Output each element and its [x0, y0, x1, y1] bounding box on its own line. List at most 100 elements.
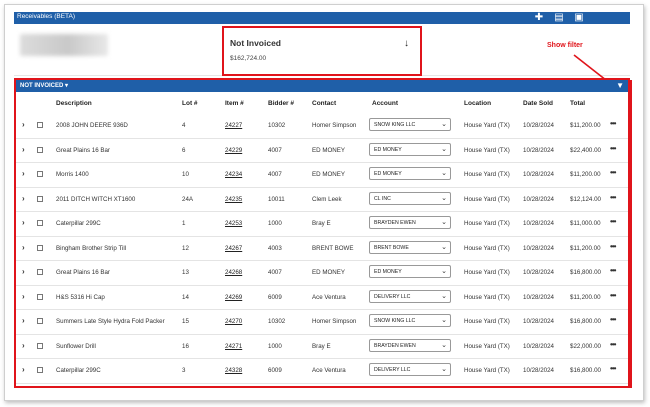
cell-location: House Yard (TX) — [464, 342, 510, 350]
table-row[interactable]: › Bingham Brother Strip Till 12 24267 4003 BR… — [16, 237, 628, 261]
account-select[interactable]: BRAYDEN EWEN ⌄ — [369, 216, 451, 229]
account-select[interactable]: BRENT BOWE ⌄ — [369, 240, 451, 254]
cell-description: Caterpillar 299C — [56, 367, 101, 374]
row-checkbox[interactable] — [37, 171, 43, 177]
arrow-down-icon[interactable]: ↓ — [404, 38, 409, 49]
col-bidder[interactable]: Bidder # — [268, 100, 295, 107]
plus-icon[interactable]: ✚ — [534, 12, 544, 23]
expand-chevron-icon[interactable]: › — [22, 365, 25, 374]
more-options-icon[interactable]: ••• — [610, 266, 616, 275]
col-date-sold[interactable]: Date Sold — [523, 100, 553, 107]
filter-icon[interactable]: ▼ — [616, 81, 624, 90]
cell-lot: 6 — [182, 146, 186, 154]
cell-date-sold: 10/28/2024 — [523, 220, 554, 227]
table-row[interactable]: › Summers Late Style Hydra Fold Packer 15 2… — [16, 310, 628, 335]
account-select[interactable]: ED MONEY ⌄ — [369, 142, 451, 156]
table-row[interactable]: › Caterpillar 299C 1 24253 1000 Bray E BRAYDEN… — [16, 212, 628, 237]
more-options-icon[interactable]: ••• — [610, 217, 616, 226]
cell-bidder: 1000 — [268, 342, 282, 350]
table-row[interactable]: › Morris 1400 10 24234 4007 ED MONEY ED MONEY ⌄… — [16, 163, 628, 188]
cell-item-link[interactable]: 24268 — [225, 269, 243, 276]
save-icon[interactable]: ▣ — [574, 12, 584, 23]
col-lot[interactable]: Lot # — [182, 100, 198, 107]
table-row[interactable]: › Great Plains 16 Bar 13 24268 4007 ED MONEY E… — [16, 261, 628, 286]
row-checkbox[interactable] — [37, 367, 43, 373]
cell-item-link[interactable]: 24271 — [225, 342, 243, 350]
more-options-icon[interactable]: ••• — [610, 339, 616, 349]
row-checkbox[interactable] — [37, 342, 43, 349]
account-select[interactable]: ED MONEY ⌄ — [369, 265, 451, 278]
cell-lot: 24A — [182, 195, 194, 203]
col-description[interactable]: Description — [56, 100, 92, 107]
account-select-value: ED MONEY — [374, 171, 402, 177]
expand-chevron-icon[interactable]: › — [22, 193, 25, 203]
more-options-icon[interactable]: ••• — [610, 290, 616, 300]
account-select[interactable]: SNOW KING LLC ⌄ — [369, 118, 451, 131]
more-options-icon[interactable]: ••• — [610, 143, 616, 153]
account-select[interactable]: DELIVERY LLC ⌄ — [369, 363, 451, 376]
account-select[interactable]: ED MONEY ⌄ — [369, 167, 451, 180]
more-options-icon[interactable]: ••• — [610, 315, 616, 324]
row-checkbox[interactable] — [37, 269, 43, 275]
col-total[interactable]: Total — [570, 100, 586, 107]
expand-chevron-icon[interactable]: › — [22, 120, 25, 129]
cell-location: House Yard (TX) — [464, 220, 510, 227]
account-select-value: DELIVERY LLC — [374, 293, 411, 300]
cell-contact: ED MONEY — [312, 269, 346, 276]
table-row[interactable]: › 2008 JOHN DEERE 936D 4 24227 10302 Homer Si… — [16, 114, 628, 139]
row-checkbox[interactable] — [37, 293, 43, 300]
more-options-icon[interactable]: ••• — [610, 168, 616, 177]
filter-dropdown[interactable]: NOT INVOICED ▾ — [20, 83, 69, 89]
expand-chevron-icon[interactable]: › — [22, 267, 25, 276]
expand-chevron-icon[interactable]: › — [22, 242, 25, 252]
row-checkbox[interactable] — [37, 318, 43, 324]
cell-item-link[interactable]: 24270 — [225, 318, 243, 325]
more-options-icon[interactable]: ••• — [610, 241, 616, 251]
more-options-icon[interactable]: ••• — [610, 119, 616, 128]
table-row[interactable]: › Caterpillar 299C 3 24328 6009 Ace Ventura DE… — [16, 359, 628, 384]
cell-item-link[interactable]: 24328 — [225, 367, 243, 374]
cell-location: House Yard (TX) — [464, 122, 510, 129]
expand-chevron-icon[interactable]: › — [22, 169, 25, 178]
col-item[interactable]: Item # — [225, 100, 244, 107]
cell-item-link[interactable]: 24253 — [225, 220, 243, 227]
expand-chevron-icon[interactable]: › — [22, 144, 25, 154]
col-account[interactable]: Account — [372, 100, 398, 107]
expand-chevron-icon[interactable]: › — [22, 340, 25, 350]
expand-chevron-icon[interactable]: › — [22, 218, 25, 227]
cell-item-link[interactable]: 24227 — [225, 122, 243, 129]
more-options-icon[interactable]: ••• — [610, 192, 616, 202]
row-checkbox[interactable] — [37, 122, 43, 128]
cell-date-sold: 10/28/2024 — [523, 244, 554, 252]
account-select[interactable]: CL INC ⌄ — [369, 191, 451, 205]
cell-item-link[interactable]: 24234 — [225, 171, 243, 178]
expand-chevron-icon[interactable]: › — [22, 316, 25, 325]
expand-chevron-icon[interactable]: › — [22, 291, 25, 301]
cell-item-link[interactable]: 24235 — [225, 195, 243, 203]
cell-item-link[interactable]: 24269 — [225, 293, 243, 301]
table-row[interactable]: › Sunflower Drill 16 24271 1000 Bray E BRAYDEN… — [16, 335, 628, 359]
more-options-icon[interactable]: ••• — [610, 364, 616, 373]
row-checkbox[interactable] — [37, 220, 43, 226]
document-icon[interactable]: ▤ — [554, 12, 564, 23]
account-select[interactable]: SNOW KING LLC ⌄ — [369, 314, 451, 327]
row-checkbox[interactable] — [37, 195, 43, 202]
account-select[interactable]: DELIVERY LLC ⌄ — [369, 289, 451, 303]
cell-item-link[interactable]: 24229 — [225, 146, 243, 154]
col-location[interactable]: Location — [464, 100, 492, 107]
table-row[interactable]: › 2011 DITCH WITCH XT1600 24A 24235 10011 Cle… — [16, 188, 628, 212]
table-row[interactable]: › H&S 5316 Hi Cap 14 24269 6009 Ace Ventura DE… — [16, 286, 628, 310]
cell-total: $12,124.00 — [570, 195, 601, 203]
row-checkbox[interactable] — [37, 146, 43, 153]
account-select[interactable]: BRAYDEN EWEN ⌄ — [369, 338, 451, 352]
cell-date-sold: 10/28/2024 — [523, 122, 554, 129]
cell-item-link[interactable]: 24267 — [225, 244, 243, 252]
not-invoiced-card[interactable]: Not Invoiced $162,724.00 ↓ — [222, 26, 422, 76]
table-header: Description Lot # Item # Bidder # Contac… — [16, 94, 628, 114]
scrollbar[interactable] — [629, 80, 632, 388]
col-contact[interactable]: Contact — [312, 100, 337, 107]
cell-lot: 4 — [182, 122, 186, 129]
row-checkbox[interactable] — [37, 244, 43, 251]
table-row[interactable]: › Great Plains 16 Bar 6 24229 4007 ED MONEY ED… — [16, 139, 628, 163]
cell-total: $11,000.00 — [570, 220, 601, 227]
